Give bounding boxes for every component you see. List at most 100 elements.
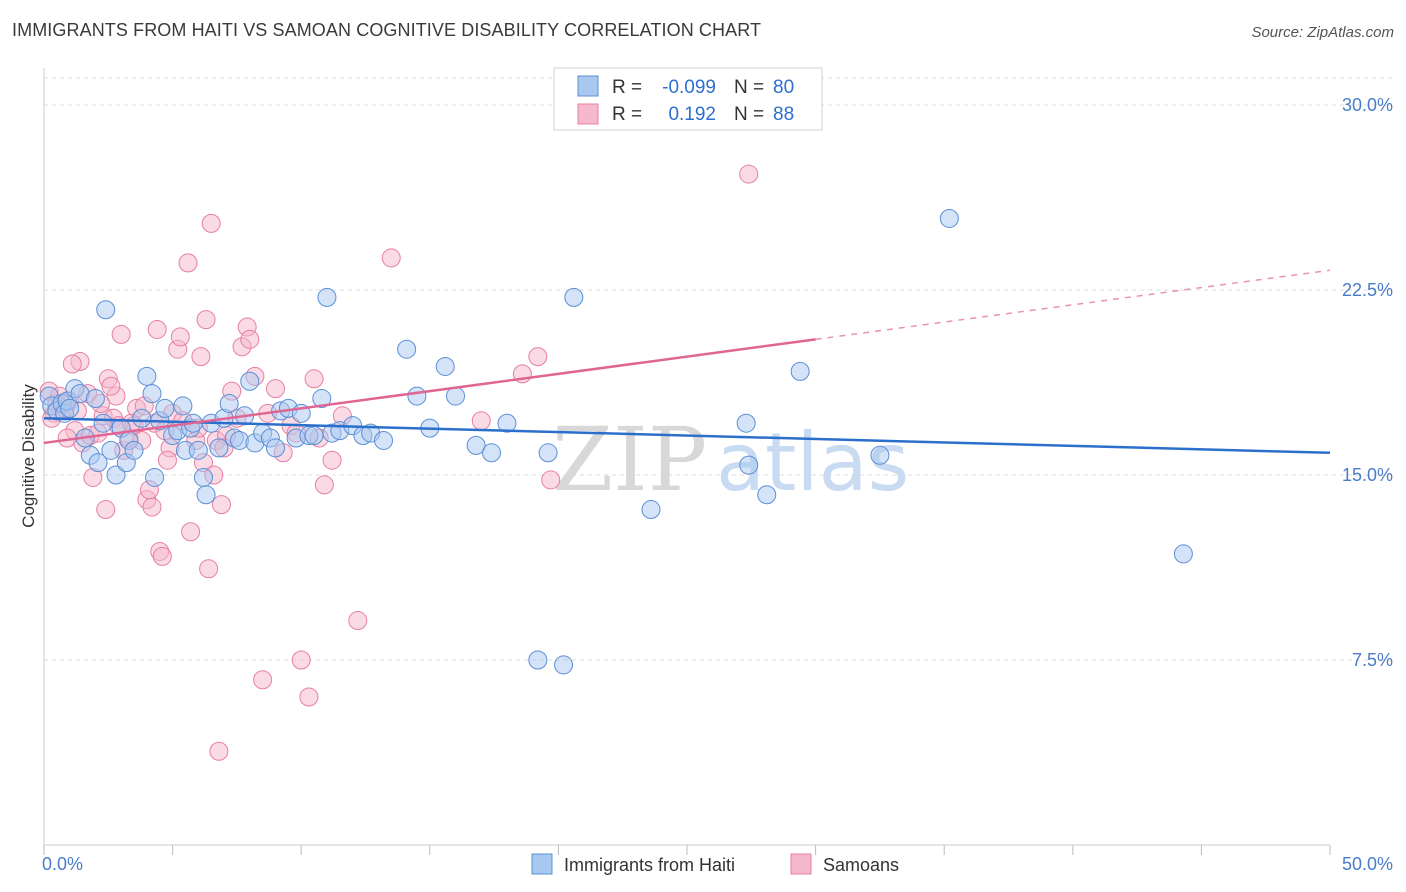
watermark-zip: ZIP [552, 408, 707, 511]
samoan-point [191, 347, 211, 367]
stats-legend-n-label-1: N = [734, 104, 764, 125]
haiti-point [142, 384, 162, 404]
y-tick-label: 30.0% [1342, 95, 1393, 115]
haiti-point [96, 300, 116, 320]
samoan-point [314, 475, 334, 495]
haiti-point [497, 413, 517, 433]
haiti-trend-line [43, 417, 1331, 455]
haiti-point [482, 443, 502, 463]
stats-legend-n-value-0: 80 [773, 77, 794, 98]
samoan-point [170, 327, 190, 347]
stats-legend-haiti-swatch [577, 75, 599, 97]
haiti-point [374, 430, 394, 450]
haiti-point [304, 426, 324, 446]
legend-haiti-swatch [531, 853, 553, 875]
samoan-point [201, 213, 221, 233]
samoan-point [541, 470, 561, 490]
haiti-point [265, 438, 285, 458]
samoan-point [322, 450, 342, 470]
stats-legend-r-value-1: 0.192 [668, 104, 716, 125]
samoan-point [178, 253, 198, 273]
samoan-point [196, 310, 216, 330]
stats-legend-r-label-0: R = [612, 77, 642, 98]
haiti-point [88, 453, 108, 473]
stats-legend-box [553, 67, 823, 131]
haiti-point [193, 467, 213, 487]
samoan-point [265, 379, 285, 399]
legend-haiti-label: Immigrants from Haiti [564, 855, 735, 875]
haiti-point [312, 389, 332, 409]
haiti-point [528, 650, 548, 670]
y-tick-label: 22.5% [1342, 280, 1393, 300]
x-tick-max: 50.0% [1342, 854, 1393, 874]
samoan-point [157, 450, 177, 470]
legend-samoan-swatch [790, 853, 812, 875]
samoan-point [348, 611, 368, 631]
haiti-point [538, 443, 558, 463]
samoan-point [152, 546, 172, 566]
stats-legend-r-value-0: -0.099 [662, 77, 716, 98]
haiti-point [435, 356, 455, 376]
grid-lines [44, 77, 1393, 661]
watermark: ZIP atlas [552, 408, 909, 511]
haiti-point [173, 396, 193, 416]
samoan-point [211, 495, 231, 515]
legend-samoan-label: Samoans [823, 855, 899, 875]
haiti-point [219, 393, 239, 413]
stats-legend: R = -0.099 N = 80 R = 0.192 N = 88 [553, 67, 823, 131]
y-tick-label: 7.5% [1352, 650, 1393, 670]
y-axis-label: Cognitive Disability [19, 384, 38, 528]
samoan-point [147, 319, 167, 339]
haiti-point [85, 389, 105, 409]
samoan-point [240, 329, 260, 349]
samoan-point [381, 248, 401, 268]
samoan-trend-extension [815, 269, 1331, 341]
samoan-point [96, 500, 116, 520]
haiti-point [397, 339, 417, 359]
chart-title: IMMIGRANTS FROM HAITI VS SAMOAN COGNITIV… [12, 20, 762, 40]
haiti-point [554, 655, 574, 675]
haiti-point [240, 371, 260, 391]
samoan-point [304, 369, 324, 389]
haiti-point [564, 287, 584, 307]
haiti-point [939, 208, 959, 228]
x-tick-min: 0.0% [42, 854, 83, 874]
samoan-point [253, 670, 273, 690]
stats-legend-r-label-1: R = [612, 104, 642, 125]
samoan-point [142, 497, 162, 517]
haiti-point [736, 413, 756, 433]
series-legend: Immigrants from Haiti Samoans [531, 853, 899, 875]
haiti-point [137, 366, 157, 386]
haiti-point [101, 440, 121, 460]
haiti-point [870, 445, 890, 465]
samoan-point [181, 522, 201, 542]
haiti-point [93, 413, 113, 433]
haiti-point [155, 398, 175, 418]
haiti-point [790, 361, 810, 381]
stats-legend-n-label-0: N = [734, 77, 764, 98]
haiti-point [1173, 544, 1193, 564]
samoan-point [111, 324, 131, 344]
haiti-point [739, 455, 759, 475]
samoan-point [209, 741, 229, 761]
haiti-point [145, 467, 165, 487]
haiti-point [317, 287, 337, 307]
haiti-point [124, 440, 144, 460]
stats-legend-samoan-swatch [577, 103, 599, 125]
haiti-point [188, 440, 208, 460]
stats-legend-n-value-1: 88 [773, 104, 794, 125]
samoan-point [199, 559, 219, 579]
y-ticks: 7.5% 15.0% 22.5% 30.0% [1342, 95, 1393, 670]
source-label: Source: ZipAtlas.com [1251, 24, 1394, 41]
x-ticks [43, 845, 1331, 855]
haiti-point [757, 485, 777, 505]
samoan-point [471, 411, 491, 431]
haiti-point [641, 500, 661, 520]
y-tick-label: 15.0% [1342, 465, 1393, 485]
haiti-point [196, 485, 216, 505]
samoan-point [739, 164, 759, 184]
samoan-point [291, 650, 311, 670]
haiti-point [466, 435, 486, 455]
samoan-point [62, 354, 82, 374]
